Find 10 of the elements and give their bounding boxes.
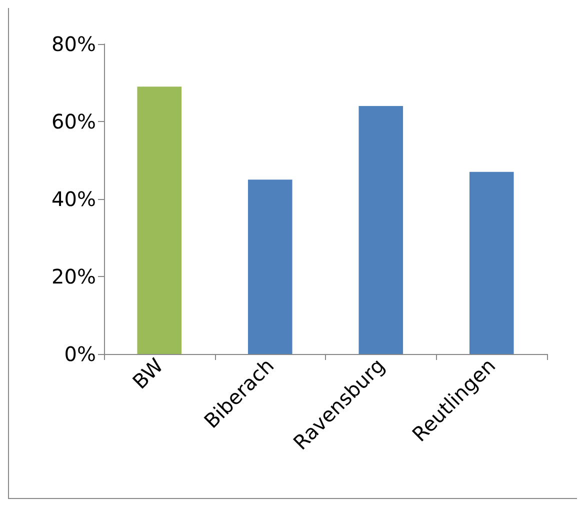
bar bbox=[358, 106, 404, 354]
bar bbox=[469, 172, 514, 354]
bar bbox=[137, 86, 182, 354]
y-tick-label: 20% bbox=[52, 264, 96, 288]
y-tick-label: 60% bbox=[52, 110, 96, 134]
y-tick-label: 40% bbox=[52, 187, 96, 211]
y-tick-label: 0% bbox=[64, 342, 96, 366]
y-tick-label: 80% bbox=[52, 32, 96, 56]
x-tick-label: BW bbox=[128, 353, 168, 394]
bar bbox=[248, 180, 292, 354]
